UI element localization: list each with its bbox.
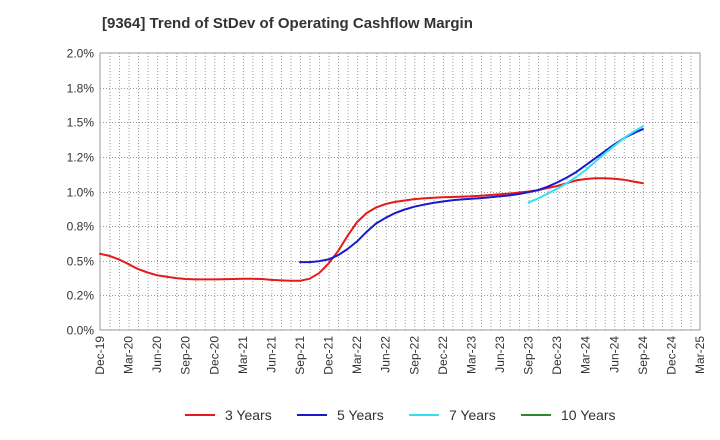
x-tick-label: Sep-21 [293, 336, 307, 375]
y-tick-label: 0.5% [67, 255, 95, 269]
chart-title: [9364] Trend of StDev of Operating Cashf… [102, 15, 473, 32]
legend: 3 Years 5 Years 7 Years 10 Years [185, 407, 616, 423]
series-line-7-years [527, 125, 644, 204]
plot-area [99, 52, 701, 331]
x-tick-label: Sep-23 [522, 336, 536, 375]
legend-label: 3 Years [225, 407, 272, 423]
grid [100, 53, 700, 330]
x-tick-label: Jun-21 [264, 336, 278, 373]
x-tick-label: Jun-20 [150, 336, 164, 373]
y-tick-label: 0.2% [67, 289, 95, 303]
x-tick-label: Mar-24 [579, 336, 593, 374]
x-tick-label: Sep-22 [407, 336, 421, 375]
x-tick-label: Mar-21 [236, 336, 250, 374]
y-tick-label: 0.8% [67, 220, 95, 234]
x-tick-label: Mar-20 [122, 336, 136, 374]
x-tick-label: Jun-23 [493, 336, 507, 373]
x-tick-label: Jun-22 [379, 336, 393, 373]
x-tick-label: Dec-21 [322, 336, 336, 375]
x-tick-label: Dec-20 [207, 336, 221, 375]
legend-label: 10 Years [561, 407, 616, 423]
y-tick-label: 2.0% [67, 47, 95, 61]
x-tick-label: Mar-23 [464, 336, 478, 374]
y-tick-label: 1.5% [67, 116, 95, 130]
x-tick-label: Mar-25 [693, 336, 707, 374]
series [99, 125, 644, 282]
series-line-3-years [99, 177, 644, 282]
legend-label: 7 Years [449, 407, 496, 423]
x-tick-label: Sep-24 [636, 336, 650, 375]
y-tick-label: 1.0% [67, 186, 95, 200]
x-tick-label: Dec-22 [436, 336, 450, 375]
axes: 0.0% 0.2% 0.5% 0.8% 1.0% 1.2% 1.5% 1.8% 2.0% Dec-… [67, 47, 707, 375]
x-tick-label: Dec-24 [664, 336, 678, 375]
x-tick-label: Dec-19 [93, 336, 107, 375]
x-tick-label: Mar-22 [350, 336, 364, 374]
series-line-5-years [299, 128, 644, 264]
y-tick-label: 0.0% [67, 324, 95, 338]
legend-label: 5 Years [337, 407, 384, 423]
y-tick-label: 1.8% [67, 82, 95, 96]
y-tick-label: 1.2% [67, 151, 95, 165]
x-tick-label: Sep-20 [179, 336, 193, 375]
x-tick-label: Dec-23 [550, 336, 564, 375]
x-tick-label: Jun-24 [607, 336, 621, 373]
